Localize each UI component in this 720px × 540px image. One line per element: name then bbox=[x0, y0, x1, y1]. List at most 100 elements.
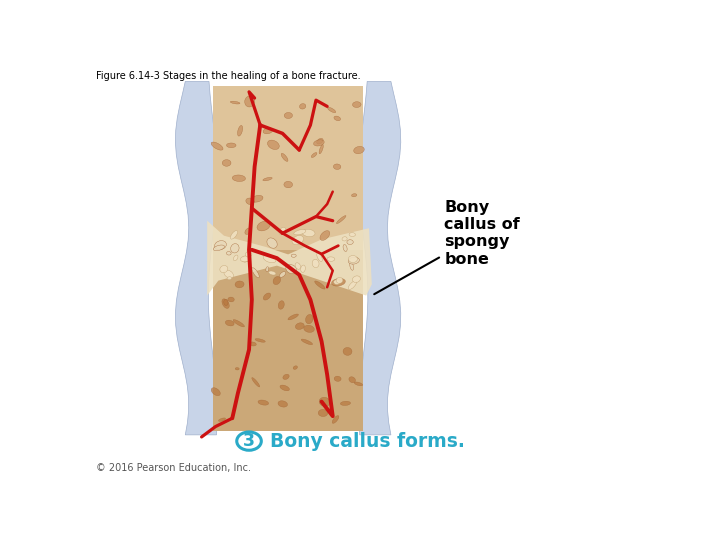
Ellipse shape bbox=[336, 278, 343, 284]
Ellipse shape bbox=[283, 374, 289, 380]
Ellipse shape bbox=[233, 255, 238, 261]
Ellipse shape bbox=[220, 266, 228, 273]
Ellipse shape bbox=[343, 347, 352, 355]
Ellipse shape bbox=[336, 215, 346, 224]
Ellipse shape bbox=[342, 237, 347, 241]
Ellipse shape bbox=[224, 270, 233, 278]
Ellipse shape bbox=[238, 125, 243, 136]
Text: Bony callus forms.: Bony callus forms. bbox=[270, 431, 465, 450]
Ellipse shape bbox=[301, 339, 312, 345]
Ellipse shape bbox=[227, 276, 232, 280]
Ellipse shape bbox=[235, 368, 239, 370]
Ellipse shape bbox=[280, 385, 289, 391]
Ellipse shape bbox=[230, 231, 238, 239]
Text: © 2016 Pearson Education, Inc.: © 2016 Pearson Education, Inc. bbox=[96, 463, 251, 473]
Ellipse shape bbox=[327, 257, 335, 261]
Ellipse shape bbox=[320, 231, 330, 240]
Ellipse shape bbox=[304, 325, 315, 333]
Ellipse shape bbox=[302, 229, 315, 237]
Ellipse shape bbox=[348, 257, 359, 264]
Ellipse shape bbox=[292, 235, 304, 245]
Polygon shape bbox=[207, 221, 372, 295]
Ellipse shape bbox=[252, 377, 260, 387]
Ellipse shape bbox=[279, 272, 286, 277]
Ellipse shape bbox=[343, 245, 347, 252]
Ellipse shape bbox=[301, 265, 305, 272]
Ellipse shape bbox=[295, 263, 301, 269]
Ellipse shape bbox=[240, 256, 250, 262]
Ellipse shape bbox=[347, 240, 354, 245]
Ellipse shape bbox=[328, 107, 336, 113]
Ellipse shape bbox=[317, 253, 323, 261]
Text: Bony
callus of
spongy
bone: Bony callus of spongy bone bbox=[374, 200, 520, 294]
Ellipse shape bbox=[350, 262, 354, 270]
Ellipse shape bbox=[352, 276, 361, 282]
Ellipse shape bbox=[211, 142, 223, 150]
Ellipse shape bbox=[341, 401, 351, 406]
Ellipse shape bbox=[286, 265, 297, 274]
Ellipse shape bbox=[230, 244, 239, 253]
Ellipse shape bbox=[315, 281, 325, 289]
Ellipse shape bbox=[222, 160, 231, 166]
Ellipse shape bbox=[300, 104, 306, 109]
Ellipse shape bbox=[264, 255, 276, 262]
Ellipse shape bbox=[334, 376, 341, 381]
Ellipse shape bbox=[288, 314, 298, 320]
Ellipse shape bbox=[218, 418, 225, 421]
Ellipse shape bbox=[228, 297, 234, 302]
Ellipse shape bbox=[354, 382, 363, 386]
Ellipse shape bbox=[305, 314, 313, 324]
Ellipse shape bbox=[258, 400, 269, 405]
Ellipse shape bbox=[235, 281, 244, 288]
Ellipse shape bbox=[246, 198, 254, 205]
Ellipse shape bbox=[224, 299, 228, 306]
Ellipse shape bbox=[264, 293, 271, 300]
Ellipse shape bbox=[333, 280, 340, 285]
Ellipse shape bbox=[317, 138, 323, 144]
Ellipse shape bbox=[225, 320, 234, 326]
Ellipse shape bbox=[227, 252, 231, 255]
Ellipse shape bbox=[279, 227, 286, 234]
Ellipse shape bbox=[233, 175, 246, 181]
Ellipse shape bbox=[293, 366, 297, 369]
Ellipse shape bbox=[348, 255, 357, 262]
Ellipse shape bbox=[282, 153, 288, 161]
Ellipse shape bbox=[351, 194, 357, 197]
Ellipse shape bbox=[269, 271, 276, 275]
Ellipse shape bbox=[332, 416, 339, 423]
Ellipse shape bbox=[291, 254, 296, 257]
Ellipse shape bbox=[319, 145, 323, 154]
Polygon shape bbox=[213, 85, 364, 250]
Ellipse shape bbox=[273, 276, 281, 285]
Ellipse shape bbox=[348, 281, 356, 289]
Ellipse shape bbox=[255, 339, 265, 342]
Ellipse shape bbox=[227, 143, 236, 147]
Ellipse shape bbox=[278, 301, 284, 309]
Polygon shape bbox=[359, 82, 401, 435]
Ellipse shape bbox=[263, 128, 273, 134]
Ellipse shape bbox=[353, 102, 361, 107]
Ellipse shape bbox=[257, 221, 270, 231]
Ellipse shape bbox=[314, 140, 324, 146]
Ellipse shape bbox=[245, 228, 251, 234]
Polygon shape bbox=[213, 250, 364, 431]
Ellipse shape bbox=[284, 181, 292, 188]
Ellipse shape bbox=[331, 279, 346, 286]
Ellipse shape bbox=[222, 299, 229, 308]
Ellipse shape bbox=[211, 388, 220, 396]
Ellipse shape bbox=[349, 377, 356, 383]
Ellipse shape bbox=[333, 164, 341, 170]
Ellipse shape bbox=[295, 323, 305, 329]
Ellipse shape bbox=[294, 230, 306, 235]
Ellipse shape bbox=[354, 146, 364, 154]
Ellipse shape bbox=[230, 101, 240, 104]
Ellipse shape bbox=[251, 195, 263, 202]
Polygon shape bbox=[176, 82, 217, 435]
Ellipse shape bbox=[213, 245, 225, 251]
Ellipse shape bbox=[252, 268, 259, 278]
Ellipse shape bbox=[334, 116, 341, 120]
Ellipse shape bbox=[319, 397, 330, 407]
Ellipse shape bbox=[233, 320, 245, 327]
Ellipse shape bbox=[278, 401, 287, 407]
Ellipse shape bbox=[266, 267, 269, 272]
